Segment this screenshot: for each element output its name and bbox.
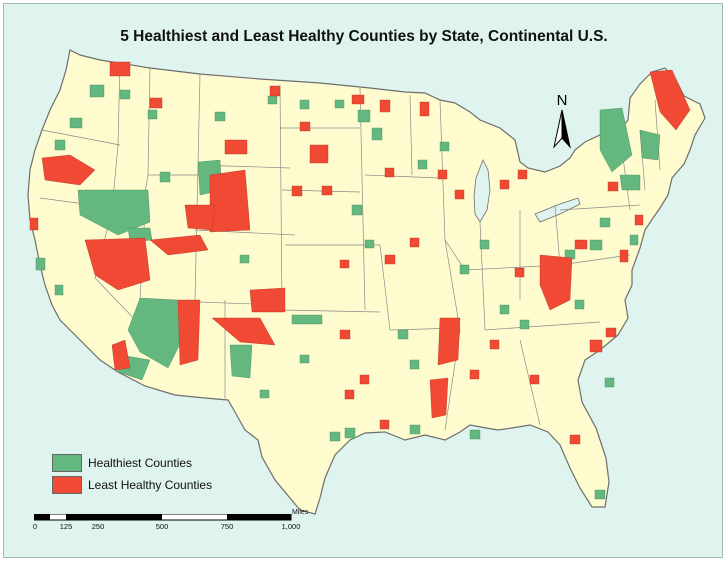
map-title: 5 Healthiest and Least Healthy Counties … [120, 28, 608, 45]
legend: Healthiest Counties Least Healthy Counti… [52, 452, 212, 496]
legend-swatch-least-healthy [52, 476, 82, 494]
lake-erie [534, 197, 581, 223]
scale-tick: 750 [220, 522, 234, 531]
state-borders [39, 61, 661, 431]
north-arrow-icon [553, 109, 571, 149]
north-letter: N [556, 92, 568, 109]
scale-bar-graphic [34, 514, 292, 521]
scale-tick: 125 [59, 522, 73, 531]
scale-tick: 500 [155, 522, 169, 531]
legend-swatch-healthiest [52, 454, 82, 472]
scale-bar: Miles 0 125 250 500 750 1,000 [32, 509, 334, 542]
least-healthy-counties [29, 61, 691, 445]
us-landmass [27, 49, 706, 515]
scale-tick: 1,000 [281, 522, 301, 531]
healthiest-counties [35, 84, 661, 500]
legend-item-healthiest: Healthiest Counties [52, 452, 212, 474]
legend-item-least-healthy: Least Healthy Counties [52, 474, 212, 496]
scale-tick: 0 [32, 522, 38, 531]
scale-tick: 250 [91, 522, 105, 531]
legend-label-least-healthy: Least Healthy Counties [88, 478, 213, 492]
scale-units: Miles [292, 509, 309, 516]
north-arrow: N [547, 92, 577, 154]
legend-label-healthiest: Healthiest Counties [88, 456, 193, 470]
